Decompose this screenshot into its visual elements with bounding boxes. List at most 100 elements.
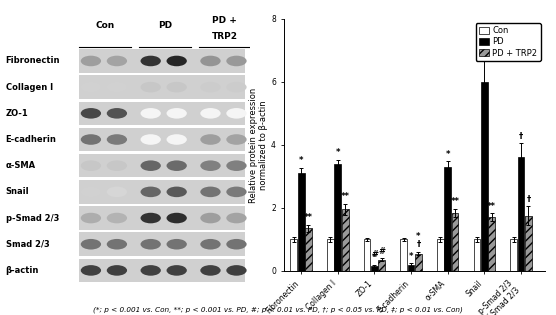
Ellipse shape: [141, 213, 161, 223]
Text: Smad 2/3: Smad 2/3: [6, 240, 49, 249]
Ellipse shape: [81, 213, 101, 223]
Text: Con: Con: [95, 21, 115, 30]
Ellipse shape: [107, 82, 127, 92]
Y-axis label: Relative protein expression
normalized to β-actin: Relative protein expression normalized t…: [249, 87, 268, 203]
Ellipse shape: [107, 160, 127, 171]
Bar: [510, 239, 517, 271]
Text: β-actin: β-actin: [6, 266, 39, 275]
Text: Collagen I: Collagen I: [6, 83, 53, 92]
Bar: [364, 239, 370, 271]
Text: Fibronectin: Fibronectin: [6, 56, 60, 66]
Ellipse shape: [81, 108, 101, 119]
Ellipse shape: [226, 134, 247, 145]
Text: #: #: [378, 247, 385, 256]
Text: E-cadherin: E-cadherin: [6, 135, 57, 144]
Bar: [371, 266, 378, 271]
Ellipse shape: [167, 265, 187, 276]
Text: **: **: [304, 213, 313, 222]
Bar: [79, 180, 245, 203]
Bar: [451, 213, 459, 271]
Ellipse shape: [200, 239, 221, 249]
Bar: [79, 206, 245, 230]
Bar: [79, 49, 245, 73]
Bar: [327, 239, 334, 271]
Ellipse shape: [226, 186, 247, 197]
Ellipse shape: [81, 186, 101, 197]
Ellipse shape: [200, 56, 221, 66]
Text: **: **: [487, 202, 497, 211]
Bar: [379, 260, 385, 271]
Text: †: †: [527, 195, 530, 204]
Ellipse shape: [141, 239, 161, 249]
Ellipse shape: [167, 134, 187, 145]
Bar: [518, 158, 524, 271]
Ellipse shape: [107, 108, 127, 119]
Ellipse shape: [226, 56, 247, 66]
Bar: [79, 259, 245, 282]
Bar: [415, 254, 422, 271]
Ellipse shape: [107, 56, 127, 66]
Ellipse shape: [81, 82, 101, 92]
Ellipse shape: [200, 82, 221, 92]
Bar: [298, 173, 305, 271]
Ellipse shape: [167, 108, 187, 119]
Bar: [525, 216, 532, 271]
Text: α-SMA: α-SMA: [6, 161, 36, 170]
Ellipse shape: [226, 265, 247, 276]
Ellipse shape: [81, 265, 101, 276]
Ellipse shape: [107, 134, 127, 145]
Bar: [79, 232, 245, 256]
Text: *: *: [299, 156, 304, 165]
Ellipse shape: [141, 134, 161, 145]
Ellipse shape: [226, 82, 247, 92]
Text: PD +: PD +: [212, 16, 237, 25]
Ellipse shape: [200, 160, 221, 171]
Text: (*; p < 0.001 vs. Con, **; p < 0.001 vs. PD, #; p < 0.01 vs. PD, †; p < 0.05 vs.: (*; p < 0.001 vs. Con, **; p < 0.001 vs.…: [93, 307, 463, 313]
Bar: [305, 228, 312, 271]
Text: *: *: [482, 50, 486, 59]
Text: †: †: [519, 132, 523, 141]
Ellipse shape: [167, 186, 187, 197]
Bar: [400, 239, 407, 271]
Bar: [290, 239, 297, 271]
Ellipse shape: [200, 213, 221, 223]
Ellipse shape: [81, 134, 101, 145]
Bar: [474, 239, 480, 271]
Text: ZO-1: ZO-1: [6, 109, 28, 118]
Bar: [481, 82, 488, 271]
Bar: [334, 164, 341, 271]
Ellipse shape: [141, 56, 161, 66]
Bar: [444, 167, 451, 271]
Text: Snail: Snail: [6, 187, 29, 196]
Bar: [79, 128, 245, 151]
Ellipse shape: [107, 265, 127, 276]
Bar: [408, 265, 414, 271]
Ellipse shape: [107, 186, 127, 197]
Ellipse shape: [141, 265, 161, 276]
Bar: [79, 154, 245, 177]
Ellipse shape: [141, 160, 161, 171]
Text: **: **: [450, 197, 460, 206]
Ellipse shape: [167, 213, 187, 223]
Ellipse shape: [167, 239, 187, 249]
Ellipse shape: [226, 160, 247, 171]
Text: *: *: [372, 253, 377, 262]
Text: p-Smad 2/3: p-Smad 2/3: [6, 214, 59, 223]
Ellipse shape: [167, 82, 187, 92]
Text: *: *: [445, 150, 450, 159]
Bar: [79, 75, 245, 99]
Ellipse shape: [200, 108, 221, 119]
Ellipse shape: [200, 186, 221, 197]
Ellipse shape: [200, 134, 221, 145]
Ellipse shape: [200, 265, 221, 276]
Text: *: *: [336, 148, 340, 158]
Ellipse shape: [226, 239, 247, 249]
Ellipse shape: [107, 213, 127, 223]
Bar: [342, 209, 349, 271]
Ellipse shape: [141, 82, 161, 92]
Ellipse shape: [141, 186, 161, 197]
Ellipse shape: [226, 213, 247, 223]
Ellipse shape: [167, 56, 187, 66]
Text: #: #: [371, 249, 378, 259]
Bar: [79, 101, 245, 125]
